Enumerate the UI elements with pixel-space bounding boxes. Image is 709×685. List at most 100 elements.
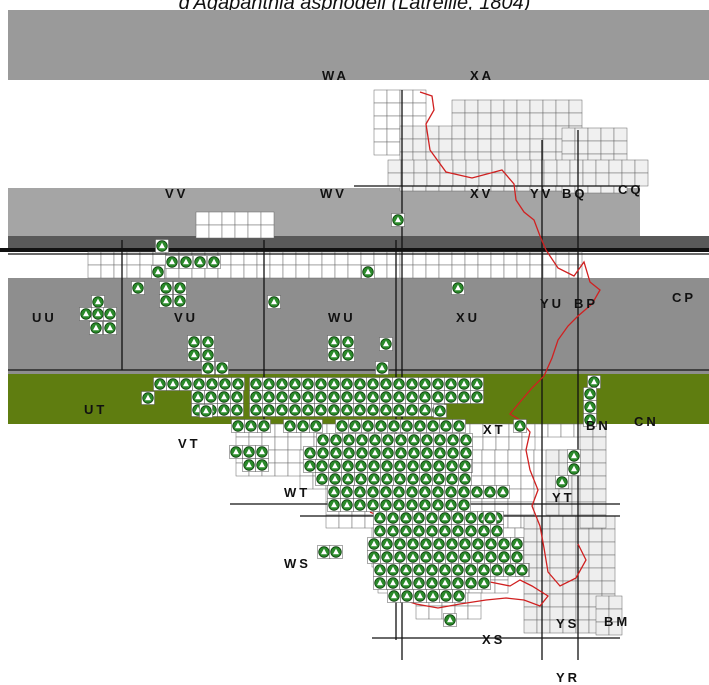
grid-square bbox=[600, 140, 615, 155]
occurrence-marker bbox=[215, 361, 229, 375]
grid-square bbox=[412, 89, 427, 104]
grid-square bbox=[613, 140, 628, 155]
occurrence-marker bbox=[242, 458, 256, 472]
occurrence-marker bbox=[379, 390, 393, 404]
grid-square bbox=[574, 140, 589, 155]
grid-square bbox=[549, 567, 564, 582]
occurrence-marker bbox=[335, 419, 349, 433]
occurrence-marker bbox=[583, 400, 597, 414]
grid-square bbox=[451, 99, 466, 114]
occurrence-marker bbox=[379, 337, 393, 351]
occurrence-marker bbox=[201, 361, 215, 375]
grid-square bbox=[507, 462, 522, 477]
grid-square bbox=[592, 449, 607, 464]
occurrence-marker bbox=[483, 485, 497, 499]
occurrence-marker bbox=[340, 390, 354, 404]
grid-label-ws: WS bbox=[284, 556, 311, 571]
grid-square bbox=[139, 264, 154, 279]
grid-square bbox=[477, 99, 492, 114]
occurrence-marker bbox=[567, 462, 581, 476]
occurrence-marker bbox=[327, 403, 341, 417]
grid-square bbox=[490, 112, 505, 127]
grid-square bbox=[508, 436, 523, 451]
occurrence-marker bbox=[457, 485, 471, 499]
grid-square bbox=[491, 172, 506, 187]
grid-square bbox=[494, 462, 509, 477]
grid-square bbox=[438, 125, 453, 140]
occurrence-marker bbox=[301, 403, 315, 417]
grid-square bbox=[542, 112, 557, 127]
occurrence-marker bbox=[583, 413, 597, 427]
grid-label-bp: BP bbox=[574, 296, 599, 311]
occurrence-marker bbox=[367, 459, 381, 473]
occurrence-marker bbox=[413, 419, 427, 433]
grid-square bbox=[555, 99, 570, 114]
occurrence-marker bbox=[392, 485, 406, 499]
occurrence-marker bbox=[425, 576, 439, 590]
grid-square bbox=[595, 595, 610, 610]
grid-square bbox=[195, 211, 210, 226]
grid-square bbox=[520, 475, 535, 490]
occurrence-marker bbox=[229, 445, 243, 459]
occurrence-marker bbox=[217, 403, 231, 417]
grid-square bbox=[208, 211, 223, 226]
occurrence-marker bbox=[464, 563, 478, 577]
grid-square bbox=[373, 264, 388, 279]
occurrence-marker bbox=[445, 537, 459, 551]
occurrence-marker bbox=[249, 390, 263, 404]
grid-square bbox=[208, 224, 223, 239]
grid-square bbox=[634, 159, 649, 174]
grid-square bbox=[523, 541, 538, 556]
occurrence-marker bbox=[555, 475, 569, 489]
occurrence-marker bbox=[354, 459, 368, 473]
occurrence-marker bbox=[366, 390, 380, 404]
occurrence-marker bbox=[464, 511, 478, 525]
occurrence-marker bbox=[374, 419, 388, 433]
occurrence-marker bbox=[412, 511, 426, 525]
grid-square bbox=[260, 224, 275, 239]
occurrence-marker bbox=[477, 563, 491, 577]
occurrence-marker bbox=[399, 563, 413, 577]
occurrence-marker bbox=[187, 348, 201, 362]
upper-gray-band bbox=[8, 188, 640, 236]
grid-square bbox=[412, 102, 427, 117]
grid-square bbox=[464, 264, 479, 279]
grid-square bbox=[568, 112, 583, 127]
occurrence-marker bbox=[314, 377, 328, 391]
grid-square bbox=[555, 112, 570, 127]
grid-square bbox=[503, 125, 518, 140]
grid-square bbox=[568, 99, 583, 114]
occurrence-marker bbox=[483, 511, 497, 525]
occurrence-marker bbox=[446, 433, 460, 447]
occurrence-marker bbox=[340, 377, 354, 391]
grid-square bbox=[579, 475, 594, 490]
occurrence-markers bbox=[79, 213, 601, 627]
grid-square bbox=[507, 449, 522, 464]
occurrence-marker bbox=[471, 537, 485, 551]
occurrence-marker bbox=[406, 537, 420, 551]
grid-square bbox=[454, 605, 469, 620]
occurrence-marker bbox=[405, 377, 419, 391]
occurrence-marker bbox=[457, 390, 471, 404]
grid-square bbox=[451, 112, 466, 127]
occurrence-marker bbox=[341, 348, 355, 362]
occurrence-marker bbox=[380, 537, 394, 551]
grid-square bbox=[516, 125, 531, 140]
grid-square bbox=[295, 264, 310, 279]
occurrence-marker bbox=[159, 281, 173, 295]
occurrence-marker bbox=[314, 390, 328, 404]
grid-square bbox=[549, 593, 564, 608]
grid-square bbox=[481, 462, 496, 477]
occurrence-marker bbox=[484, 550, 498, 564]
occurrence-marker bbox=[445, 550, 459, 564]
grid-square bbox=[595, 172, 610, 187]
occurrence-marker bbox=[405, 485, 419, 499]
occurrence-marker bbox=[470, 377, 484, 391]
occurrence-marker bbox=[340, 498, 354, 512]
grid-square bbox=[482, 436, 497, 451]
grid-square bbox=[413, 172, 428, 187]
grid-square bbox=[325, 514, 340, 529]
grid-square bbox=[386, 89, 401, 104]
grid-square bbox=[387, 172, 402, 187]
occurrence-marker bbox=[231, 377, 245, 391]
